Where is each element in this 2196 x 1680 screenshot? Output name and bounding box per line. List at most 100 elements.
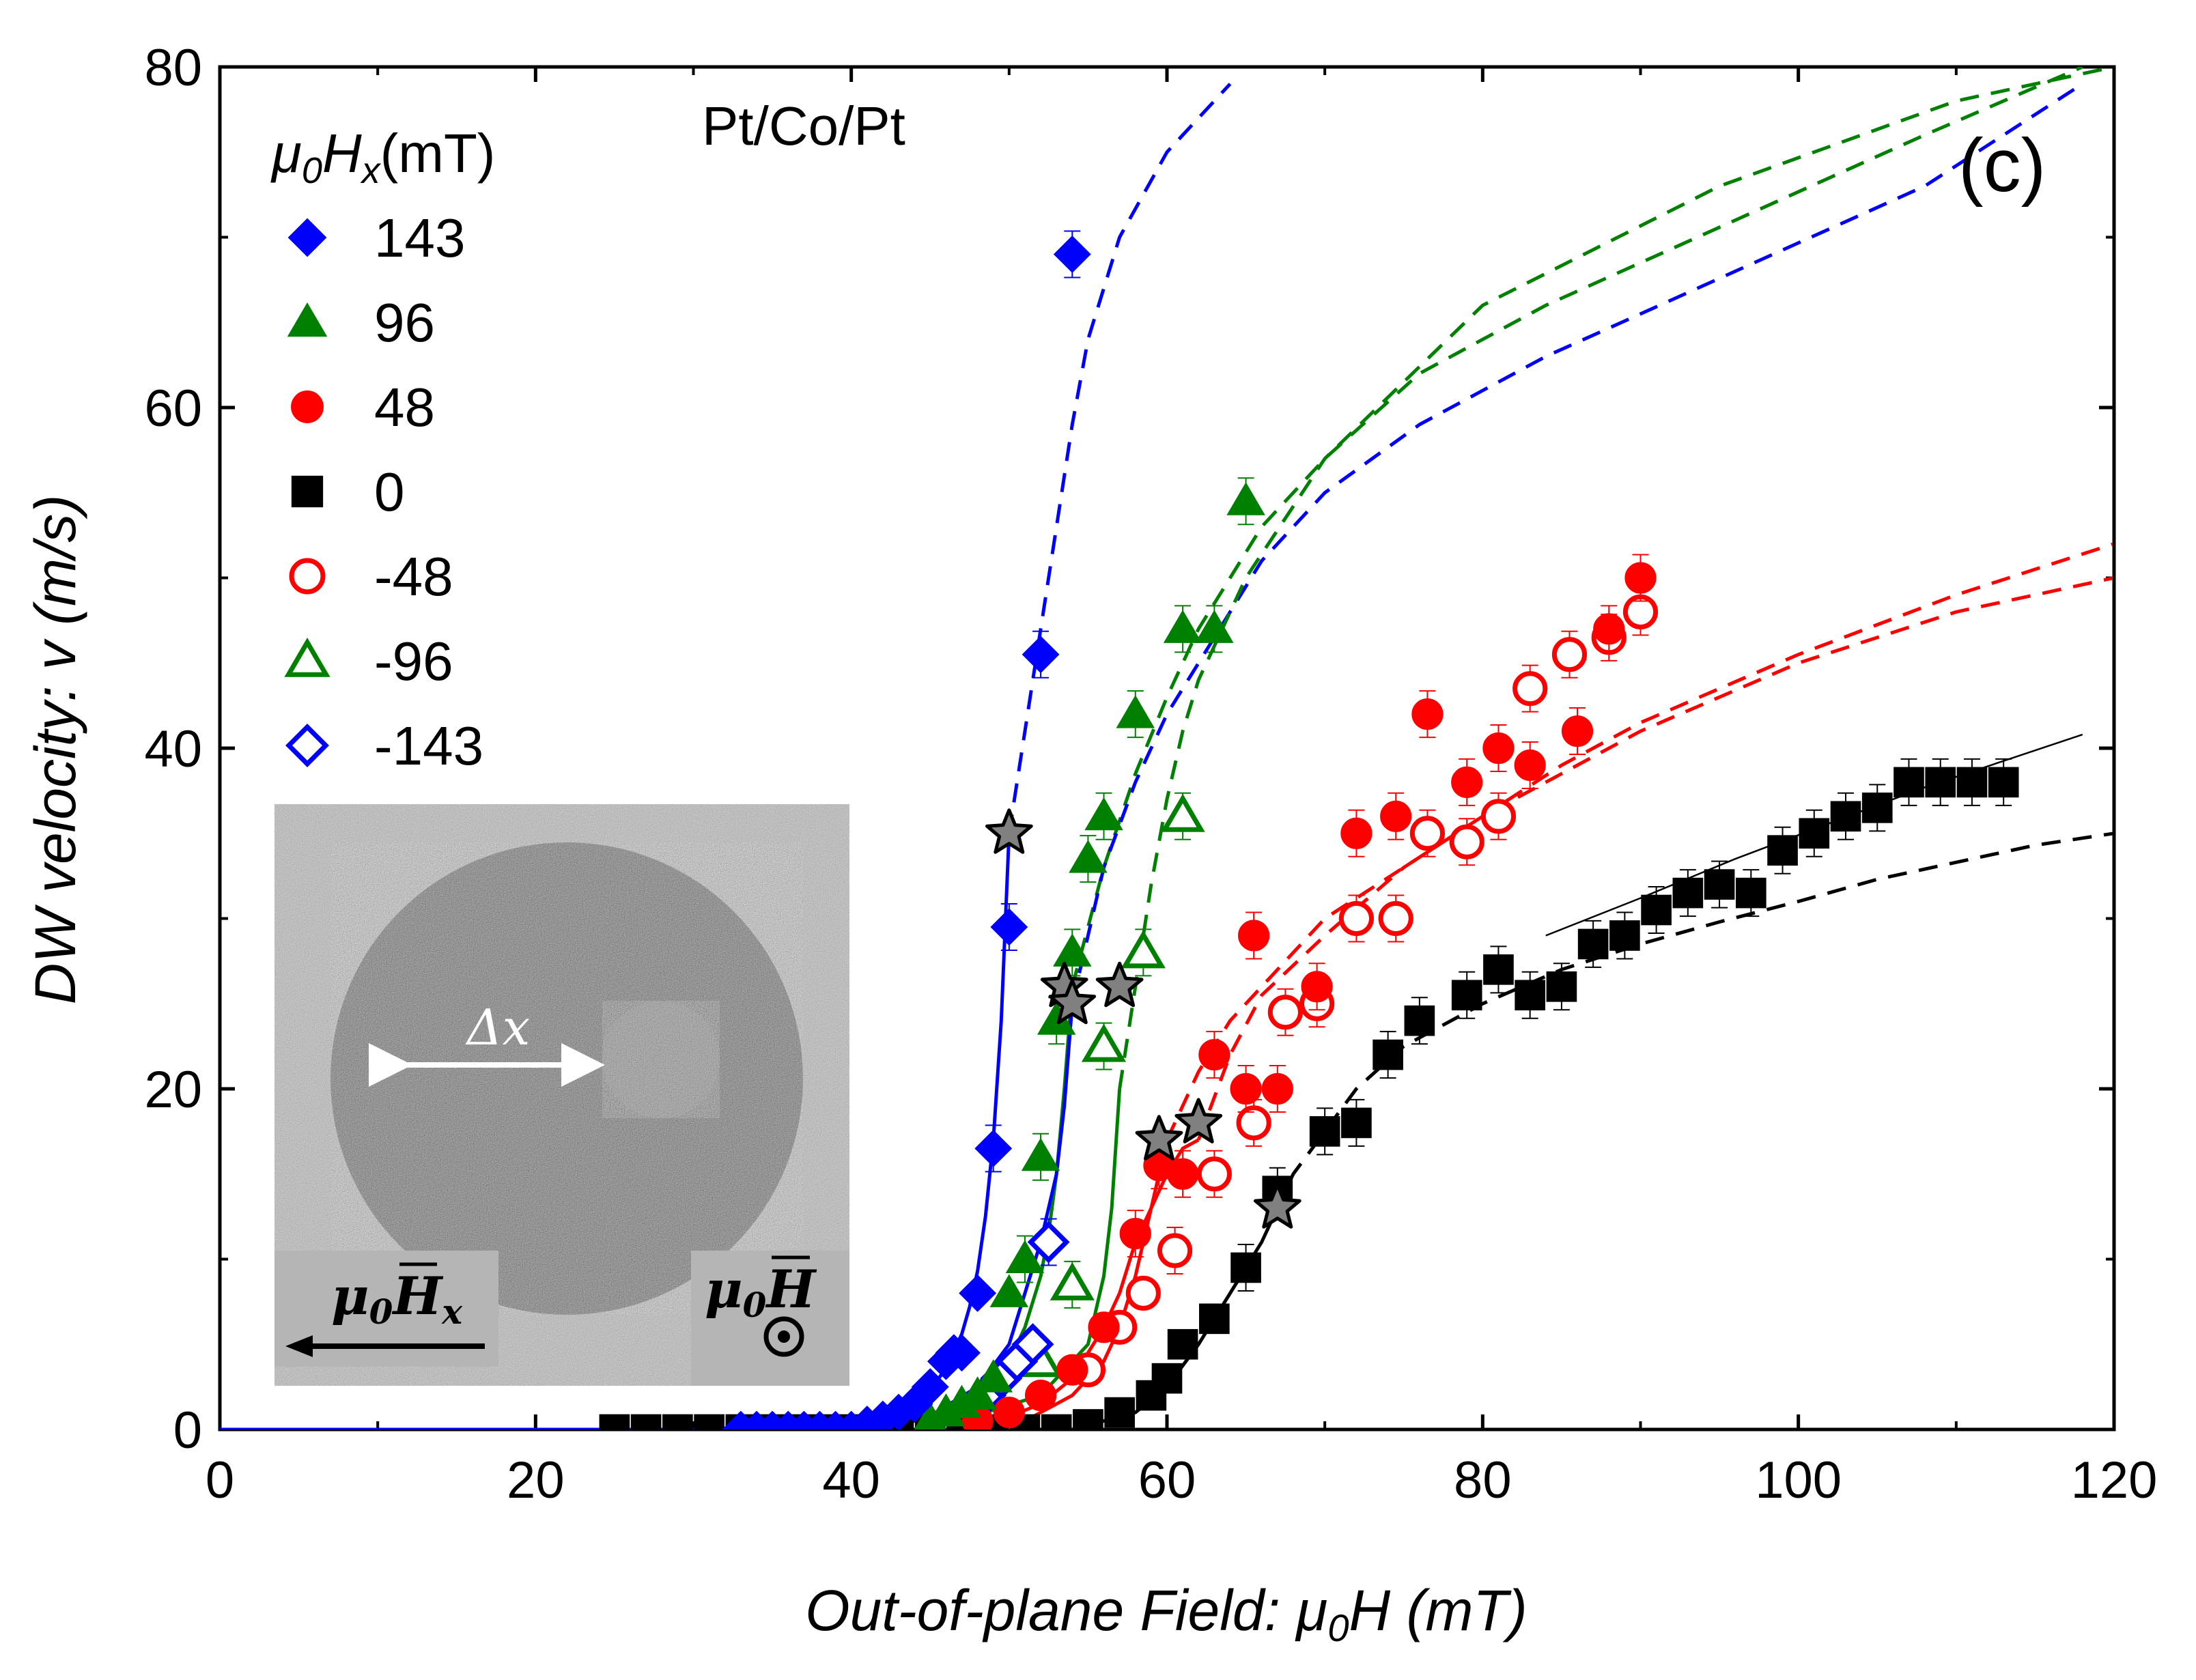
legend-marker-96: [287, 302, 328, 337]
legend-marker--48: [289, 558, 326, 595]
legend-marker-0: [291, 475, 324, 508]
point-series--48: [1378, 900, 1413, 937]
legend-marker--143: [285, 724, 329, 767]
y-tick-label: 80: [144, 39, 202, 97]
point-series-48: [1198, 1039, 1230, 1071]
point-series-143: [943, 1334, 981, 1372]
point-series--96: [1160, 793, 1205, 832]
point-series-48: [1561, 715, 1594, 748]
point-series-0: [1230, 1252, 1261, 1283]
point-series-0: [1372, 1039, 1403, 1070]
point-series-0: [1167, 1328, 1198, 1360]
point-series-143: [974, 1129, 1013, 1167]
legend-marker-48: [291, 390, 324, 423]
x-tick-label: 40: [822, 1451, 880, 1509]
point-series-48: [1261, 1072, 1293, 1105]
point-series-48: [1024, 1380, 1057, 1412]
point-series--96: [1050, 1262, 1095, 1300]
fit-curve-dashed: [1070, 67, 2083, 987]
legend-title: μ0Hx(mT): [270, 123, 495, 191]
x-tick-label: 60: [1138, 1451, 1196, 1509]
point-series-96: [1069, 840, 1108, 873]
point-series-143: [959, 1274, 997, 1312]
point-series-48: [1167, 1158, 1199, 1190]
fit-curve-dashed: [1196, 542, 2113, 1141]
point-series-0: [1104, 1397, 1135, 1428]
star-marker: [1048, 978, 1097, 1025]
point-series-96: [989, 1274, 1029, 1307]
point-series-143: [1053, 236, 1091, 273]
point-series-96: [1053, 933, 1092, 967]
x-tick-label: 0: [206, 1451, 234, 1509]
point-series-48: [1624, 562, 1657, 594]
legend-marker-143: [287, 218, 327, 257]
point-series-0: [1704, 869, 1735, 900]
fit-curves: [220, 67, 2113, 1429]
point-series-48: [1301, 971, 1333, 1003]
point-series-143: [990, 908, 1028, 946]
point-series-96: [974, 1359, 1013, 1393]
point-series-0: [1309, 1116, 1340, 1147]
point-series-0: [1451, 980, 1482, 1011]
point-series-0: [1515, 980, 1546, 1011]
point-series-0: [630, 1414, 662, 1429]
point-series-48: [1514, 749, 1546, 782]
point-series-0: [1641, 894, 1672, 926]
point-series-0: [1546, 971, 1577, 1002]
fit-curve-solid: [929, 1088, 1122, 1429]
legend-marker--96: [284, 638, 330, 677]
x-tick-label: 80: [1454, 1451, 1512, 1509]
point-series--48: [1449, 824, 1484, 859]
point-series--96: [1121, 930, 1166, 969]
point-series-0: [1925, 767, 1956, 798]
legend-label--48: -48: [374, 546, 453, 607]
point-series-48: [1119, 1217, 1151, 1250]
legend-labels: 143 96 48 0 -48 -96 -143: [374, 208, 483, 776]
point-series--48: [1551, 637, 1588, 672]
point-series--48: [1338, 900, 1375, 937]
point-series-0: [1199, 1303, 1230, 1335]
star-marker: [1174, 1098, 1223, 1143]
x-tick-label: 100: [1755, 1451, 1842, 1509]
point-series-0: [1341, 1107, 1372, 1139]
star-marker: [985, 808, 1033, 854]
x-tick-label: 120: [2071, 1451, 2158, 1509]
point-series-143: [1022, 636, 1060, 674]
point-series-0: [1799, 818, 1830, 849]
data-points: [599, 230, 2019, 1429]
sample-label: Pt/Co/Pt: [702, 96, 905, 156]
point-series-0: [1041, 1414, 1072, 1429]
point-series-0: [1136, 1380, 1167, 1411]
inset-dx-label: Δx: [465, 999, 531, 1056]
point-series--48: [1236, 1105, 1271, 1141]
point-series-0: [662, 1414, 693, 1429]
axis-ticks: 0 20 40 60 80 100 120 0 20 40 60 80: [144, 39, 2157, 1509]
legend-label-0: 0: [374, 461, 405, 522]
star-markers: [985, 808, 1301, 1229]
fit-curve-dashed: [1007, 83, 1232, 834]
legend-markers: [284, 218, 330, 767]
point-series-48: [1056, 1354, 1088, 1386]
y-tick-label: 40: [144, 720, 202, 778]
point-series-48: [1230, 1072, 1262, 1105]
y-tick-label: 60: [144, 380, 202, 438]
y-tick-label: 20: [144, 1061, 202, 1119]
star-marker: [1254, 1183, 1301, 1229]
point-series-0: [1735, 877, 1766, 909]
point-series--48: [1157, 1233, 1193, 1268]
x-tick-label: 20: [507, 1451, 565, 1509]
point-series-0: [1577, 928, 1609, 960]
point-series--48: [1125, 1275, 1161, 1311]
point-series-0: [599, 1414, 630, 1429]
inset-image: Δx μ0Hx μ0H: [274, 804, 849, 1386]
point-series-48: [1238, 920, 1270, 952]
point-series-0: [1767, 835, 1798, 866]
point-series-48: [1340, 817, 1372, 849]
y-tick-label: 0: [173, 1401, 202, 1460]
legend-label--96: -96: [374, 631, 453, 692]
point-series-96: [1021, 1137, 1060, 1171]
point-series-96: [1005, 1240, 1045, 1273]
legend-label--143: -143: [374, 715, 483, 776]
point-series-96: [1116, 695, 1155, 728]
point-series-48: [1593, 613, 1625, 645]
